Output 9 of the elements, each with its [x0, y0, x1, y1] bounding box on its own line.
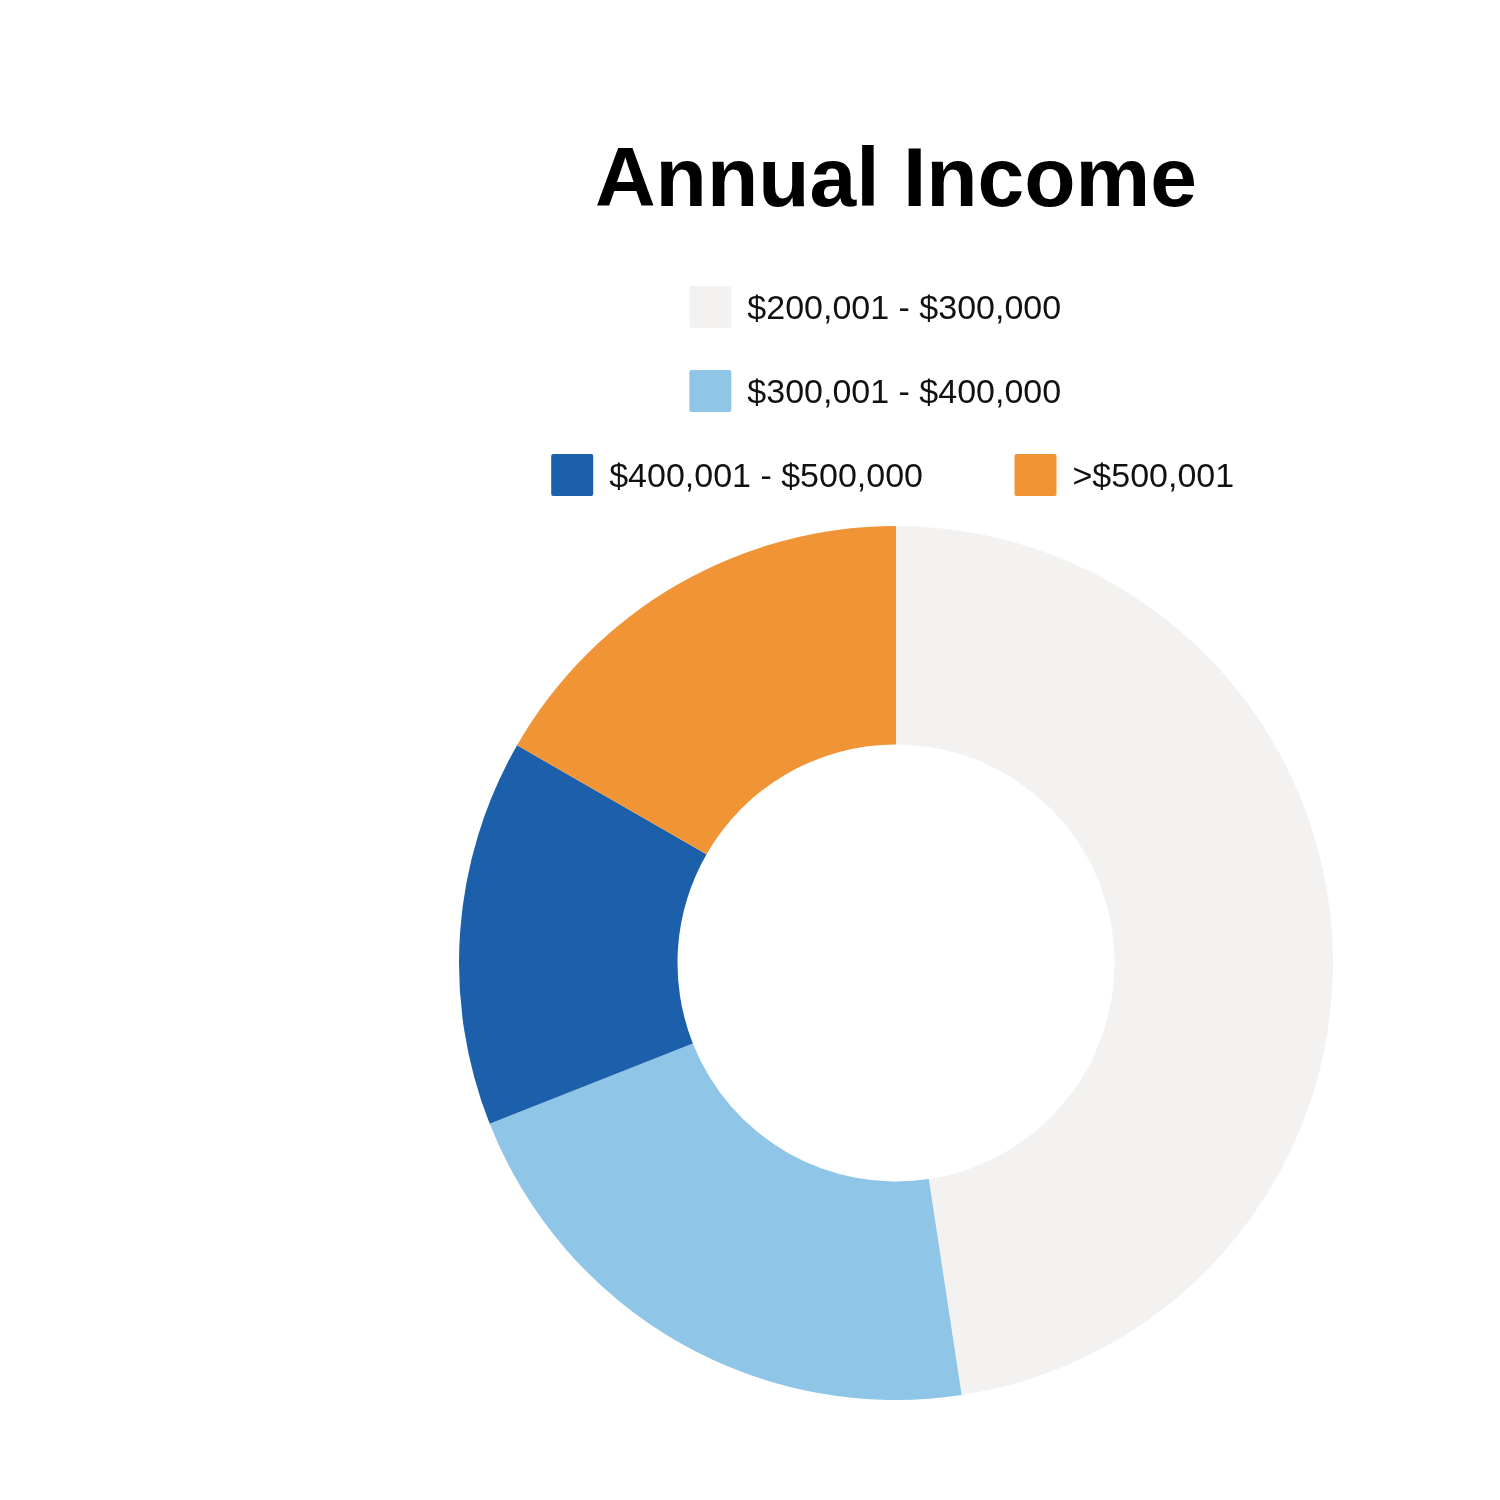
legend-label: >$500,001	[1072, 456, 1235, 494]
donut-slice	[459, 745, 707, 1124]
donut-slice	[517, 526, 896, 855]
chart-title: Annual Income	[594, 130, 1198, 224]
donut-slice	[896, 526, 1333, 1396]
donut-slice	[489, 1043, 962, 1400]
legend-label: $300,001 - $400,000	[747, 372, 1062, 410]
legend-label: $400,001 - $500,000	[609, 456, 924, 494]
legend-label: $200,001 - $300,000	[747, 288, 1062, 326]
